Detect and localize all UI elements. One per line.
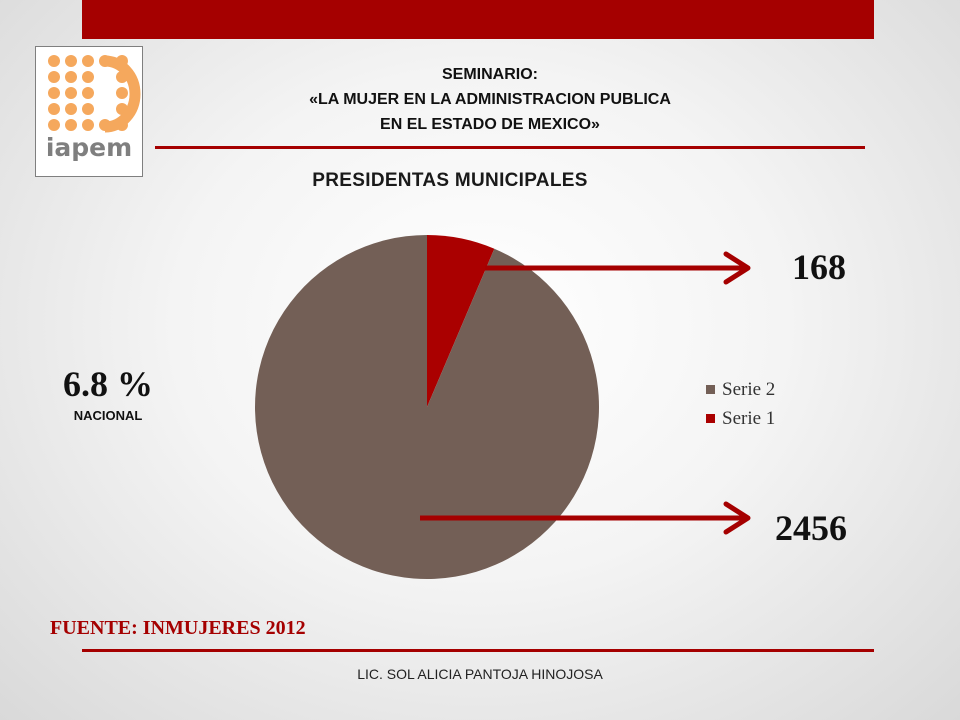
- iapem-dots-icon: [48, 55, 141, 133]
- logo-dot: [48, 87, 60, 99]
- data-label-serie-2: 2456: [775, 508, 847, 548]
- logo-dot: [48, 103, 60, 115]
- legend-label-serie-1: Serie 1: [722, 408, 775, 429]
- logo-dot: [65, 87, 77, 99]
- logo-dot: [65, 55, 77, 67]
- seminar-title-line-1: SEMINARIO:: [442, 66, 538, 83]
- logo-dot: [48, 119, 60, 131]
- seminar-title-line-3: EN EL ESTADO DE MEXICO»: [380, 116, 600, 133]
- logo-dot: [65, 103, 77, 115]
- legend-swatch-serie-1: [706, 414, 715, 423]
- top-accent-bar: [82, 0, 874, 39]
- iapem-logo: iapem: [35, 46, 143, 177]
- legend-label-serie-2: Serie 2: [722, 379, 775, 400]
- national-percentage: 6.8 %: [63, 364, 153, 404]
- footer-author: LIC. SOL ALICIA PANTOJA HINOJOSA: [357, 666, 603, 682]
- logo-dot: [48, 55, 60, 67]
- logo-dot: [82, 103, 94, 115]
- legend-swatch-serie-2: [706, 385, 715, 394]
- data-label-serie-1: 168: [792, 247, 846, 287]
- header-divider: [155, 146, 865, 149]
- source-note: FUENTE: INMUJERES 2012: [50, 617, 306, 639]
- national-label: NACIONAL: [73, 408, 143, 423]
- logo-text: iapem: [45, 133, 133, 162]
- logo-dot: [82, 71, 94, 83]
- seminar-title: SEMINARIO: «LA MUJER EN LA ADMINISTRACIO…: [190, 62, 790, 137]
- callout-arrow-serie-2: [420, 501, 751, 535]
- logo-arc: [104, 55, 141, 133]
- logo-dot: [82, 55, 94, 67]
- pie-slice-serie-1: [427, 235, 495, 407]
- callout-arrow-serie-1: [485, 251, 751, 285]
- logo-dot: [65, 71, 77, 83]
- pie-slice-serie-2: [254, 235, 599, 579]
- logo-dot: [48, 71, 60, 83]
- logo-dot: [116, 87, 128, 99]
- logo-dot: [82, 87, 94, 99]
- chart-title: PRESIDENTAS MUNICIPALES: [312, 170, 588, 191]
- logo-dot: [82, 119, 94, 131]
- footer-divider: [82, 649, 874, 652]
- seminar-title-line-2: «LA MUJER EN LA ADMINISTRACION PUBLICA: [309, 91, 671, 108]
- logo-dot: [65, 119, 77, 131]
